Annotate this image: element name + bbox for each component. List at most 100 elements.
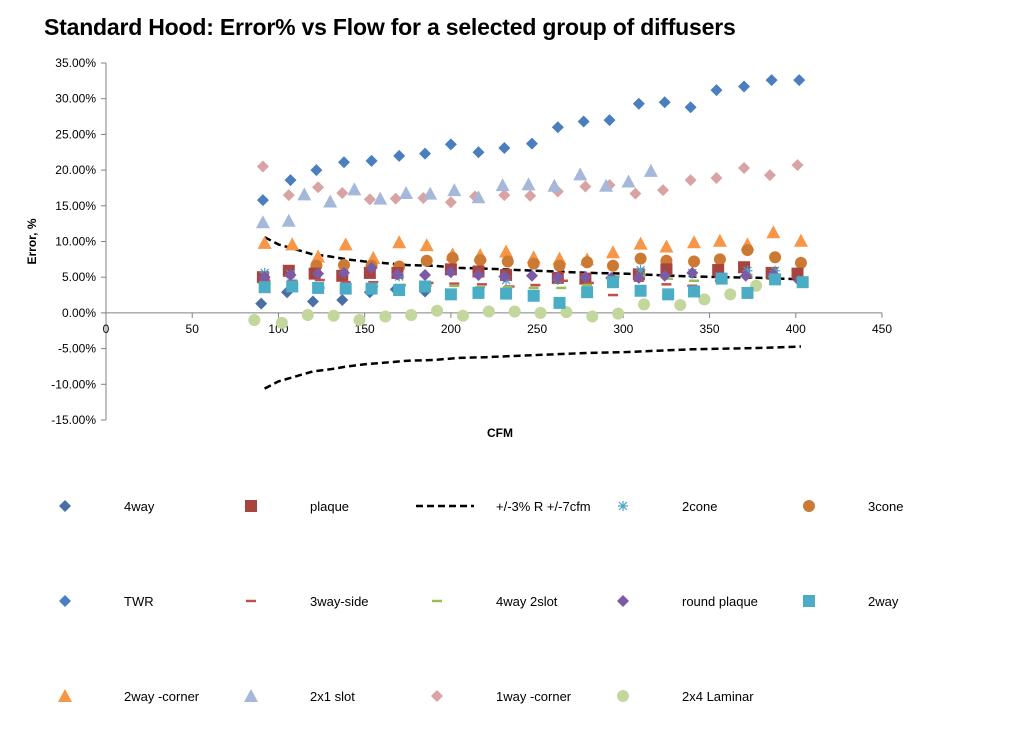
legend-symbol bbox=[244, 689, 258, 702]
legend-marker-2cone bbox=[618, 501, 628, 511]
legend-symbol bbox=[617, 595, 629, 607]
y-tick-label: 35.00% bbox=[55, 56, 96, 70]
data-point-2x1-slot bbox=[621, 174, 636, 188]
legend-symbol bbox=[803, 500, 815, 512]
data-point-2way bbox=[365, 282, 378, 295]
legend-symbol bbox=[617, 690, 629, 702]
data-point-twr bbox=[793, 74, 806, 87]
data-point-2way bbox=[393, 284, 406, 297]
legend-marker-2x4-laminar bbox=[617, 690, 629, 702]
y-tick-label: 30.00% bbox=[55, 92, 96, 106]
data-point-2way bbox=[796, 276, 809, 289]
legend-item-2x1-slot: 2x1 slot bbox=[226, 686, 355, 706]
data-point-3cone bbox=[713, 253, 726, 266]
series-twr bbox=[256, 74, 806, 207]
data-point-twr bbox=[603, 114, 616, 127]
legend-symbol bbox=[803, 595, 815, 607]
data-point-2way bbox=[527, 289, 540, 302]
data-point-2cone bbox=[742, 265, 753, 276]
legend-label: plaque bbox=[310, 498, 350, 514]
legend-label: +/-3% R +/-7cfm bbox=[496, 498, 591, 514]
data-point-2way-corner bbox=[687, 235, 702, 249]
data-point-3cone bbox=[527, 257, 540, 270]
y-tick-label: 25.00% bbox=[55, 127, 96, 141]
data-point-2x4-laminar bbox=[724, 288, 737, 301]
data-point-2way bbox=[258, 281, 271, 294]
data-point-1way-corner bbox=[629, 187, 642, 200]
legend-marker-twr bbox=[59, 595, 71, 607]
legend-item-twr: TWR bbox=[40, 591, 154, 611]
data-point-2x1-slot bbox=[255, 215, 270, 229]
data-point-2x4-laminar bbox=[327, 309, 340, 322]
data-point-round-plaque bbox=[525, 269, 538, 282]
data-point-1way-corner bbox=[763, 169, 776, 182]
data-point-round-plaque bbox=[472, 269, 485, 282]
data-point-3cone bbox=[446, 251, 459, 264]
legend-marker-2x1-slot bbox=[244, 689, 258, 702]
data-point-1way-corner bbox=[256, 160, 269, 173]
legend-label: 4way 2slot bbox=[496, 593, 558, 609]
data-point-twr bbox=[284, 174, 297, 187]
y-tick-label: -5.00% bbox=[58, 342, 96, 356]
legend-marker-3-r-7cfm bbox=[416, 504, 474, 508]
data-point-1way-corner bbox=[498, 189, 511, 202]
data-point-twr bbox=[684, 101, 697, 114]
legend-marker-4way bbox=[59, 500, 71, 512]
data-point-2way-corner bbox=[499, 244, 514, 258]
data-point-2x1-slot bbox=[547, 178, 562, 192]
data-point-twr bbox=[498, 141, 511, 154]
x-tick-label: 250 bbox=[527, 322, 547, 336]
data-point-round-plaque bbox=[337, 266, 350, 279]
data-point-1way-corner bbox=[389, 192, 402, 205]
data-point-1way-corner bbox=[579, 180, 592, 193]
x-tick-label: 50 bbox=[186, 322, 200, 336]
data-point-4way bbox=[255, 297, 268, 310]
data-point-2x4-laminar bbox=[482, 305, 495, 318]
x-tick-label: 450 bbox=[872, 322, 892, 336]
data-point-2way bbox=[500, 287, 513, 300]
data-point-2x1-slot bbox=[323, 194, 338, 208]
data-point-3cone bbox=[769, 251, 782, 264]
legend-symbol bbox=[245, 500, 257, 512]
legend-symbol bbox=[59, 595, 71, 607]
series-2x4-laminar bbox=[248, 279, 763, 329]
data-point-round-plaque bbox=[551, 271, 564, 284]
data-point-1way-corner bbox=[336, 186, 349, 199]
data-point-twr bbox=[472, 146, 485, 159]
data-point-3cone bbox=[741, 244, 754, 257]
legend-label: 2cone bbox=[682, 498, 718, 514]
data-point-3cone bbox=[420, 254, 433, 267]
legend-marker-2way bbox=[803, 595, 815, 607]
legend-item-2way-corner: 2way -corner bbox=[40, 686, 199, 706]
data-point-2x1-slot bbox=[399, 185, 414, 199]
data-point-twr bbox=[632, 97, 645, 110]
data-point-2x1-slot bbox=[281, 213, 296, 227]
data-point-1way-corner bbox=[524, 189, 537, 202]
data-point-round-plaque bbox=[498, 270, 511, 283]
data-point-2way bbox=[472, 286, 485, 299]
y-tick-label: 20.00% bbox=[55, 163, 96, 177]
data-point-2x1-slot bbox=[521, 177, 536, 191]
data-point-2x1-slot bbox=[447, 183, 462, 197]
data-point-1way-corner bbox=[738, 161, 751, 174]
y-tick-label: -10.00% bbox=[51, 377, 96, 391]
data-point-2way-corner bbox=[419, 238, 434, 252]
data-point-1way-corner bbox=[684, 174, 697, 187]
data-point-2x4-laminar bbox=[508, 305, 521, 318]
scatter-plot-area: 35.00% 30.00% 25.00% 20.00% 15.00% 10.00% 5.00… bbox=[25, 56, 892, 440]
data-point-twr bbox=[525, 137, 538, 150]
data-point-2way bbox=[312, 281, 325, 294]
legend-marker-3cone bbox=[803, 500, 815, 512]
data-point-twr bbox=[365, 154, 378, 167]
data-point-2x1-slot bbox=[643, 163, 658, 177]
data-point-round-plaque bbox=[444, 266, 457, 279]
data-point-twr bbox=[337, 156, 350, 169]
y-axis-label: Error, % bbox=[25, 218, 39, 264]
data-point-2way-corner bbox=[338, 237, 353, 251]
data-point-3cone bbox=[606, 259, 619, 272]
data-point-2way bbox=[444, 288, 457, 301]
data-point-2x4-laminar bbox=[698, 293, 711, 306]
y-tick-label: 10.00% bbox=[55, 235, 96, 249]
data-point-4way bbox=[306, 295, 319, 308]
series-2way bbox=[258, 272, 809, 309]
